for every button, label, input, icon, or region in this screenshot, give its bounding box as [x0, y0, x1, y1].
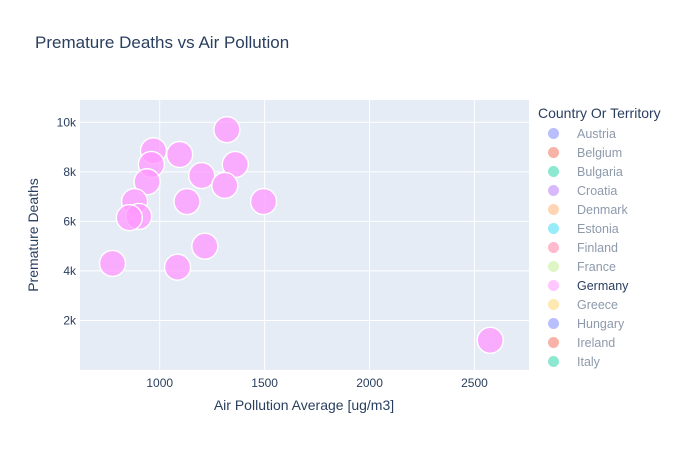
legend: Austria Belgium Bulgaria Croatia Denmark Esto…: [548, 124, 628, 371]
data-point[interactable]: [163, 253, 192, 281]
data-point[interactable]: [133, 168, 161, 196]
legend-label: Italy: [577, 354, 600, 369]
y-tick-label: 4k: [63, 264, 77, 278]
legend-marker: [548, 166, 559, 177]
legend-label: Austria: [577, 126, 616, 141]
legend-label: Germany: [577, 278, 629, 293]
legend-marker: [548, 280, 559, 291]
x-tick-label: 1000: [146, 376, 173, 390]
y-tick-label: 2k: [63, 313, 77, 327]
legend-item-finland[interactable]: Finland: [548, 238, 628, 257]
data-point[interactable]: [173, 187, 201, 216]
legend-marker: [548, 261, 559, 272]
legend-item-bulgaria[interactable]: Bulgaria: [548, 162, 628, 181]
legend-item-france[interactable]: France: [548, 257, 628, 276]
data-point[interactable]: [187, 161, 216, 190]
legend-item-austria[interactable]: Austria: [548, 124, 628, 143]
legend-label: France: [577, 259, 616, 274]
data-point[interactable]: [213, 116, 241, 144]
axis-ticks: 1000 1500 2000 2500 2k 4k 6k 8k 10k: [57, 115, 488, 390]
legend-label: Hungary: [577, 316, 625, 331]
legend-marker: [548, 242, 559, 253]
legend-label: Bulgaria: [577, 164, 623, 179]
data-point[interactable]: [249, 187, 278, 216]
legend-marker: [548, 204, 559, 215]
x-tick-label: 2500: [461, 376, 488, 390]
y-tick-label: 8k: [63, 165, 77, 179]
grid-lines: [80, 100, 529, 370]
data-point[interactable]: [98, 249, 127, 278]
y-tick-label: 6k: [63, 214, 77, 228]
x-tick-label: 1500: [251, 376, 278, 390]
legend-label: Ireland: [577, 335, 616, 350]
legend-item-hungary[interactable]: Hungary: [548, 314, 628, 333]
legend-item-denmark[interactable]: Denmark: [548, 200, 628, 219]
data-point[interactable]: [115, 203, 144, 232]
legend-item-greece[interactable]: Greece: [548, 295, 628, 314]
legend-label: Finland: [577, 240, 618, 255]
x-axis-label: Air Pollution Average [ug/m3]: [214, 397, 394, 413]
legend-label: Croatia: [577, 183, 618, 198]
y-tick-label: 10k: [57, 115, 77, 129]
legend-item-estonia[interactable]: Estonia: [548, 219, 628, 238]
data-point[interactable]: [191, 232, 219, 260]
data-point[interactable]: [211, 171, 239, 200]
chart-title: Premature Deaths vs Air Pollution: [35, 33, 290, 52]
legend-marker: [548, 147, 559, 158]
legend-marker: [548, 223, 559, 234]
legend-item-ireland[interactable]: Ireland: [548, 333, 628, 352]
legend-item-italy[interactable]: Italy: [548, 352, 628, 371]
legend-item-belgium[interactable]: Belgium: [548, 143, 628, 162]
legend-item-croatia[interactable]: Croatia: [548, 181, 628, 200]
legend-label: Denmark: [577, 202, 628, 217]
legend-marker: [548, 299, 559, 310]
x-tick-label: 2000: [356, 376, 383, 390]
y-axis-label: Premature Deaths: [25, 178, 41, 292]
legend-label: Belgium: [577, 145, 623, 160]
legend-label: Estonia: [577, 221, 619, 236]
legend-marker: [548, 185, 559, 196]
legend-item-germany[interactable]: Germany: [548, 276, 628, 295]
legend-marker: [548, 356, 559, 367]
legend-title: Country Or Territory: [538, 105, 661, 121]
data-point[interactable]: [165, 140, 194, 169]
data-point[interactable]: [476, 326, 504, 354]
legend-label: Greece: [577, 297, 618, 312]
data-points: [98, 116, 504, 354]
legend-marker: [548, 337, 559, 348]
legend-marker: [548, 318, 559, 329]
legend-marker: [548, 128, 559, 139]
